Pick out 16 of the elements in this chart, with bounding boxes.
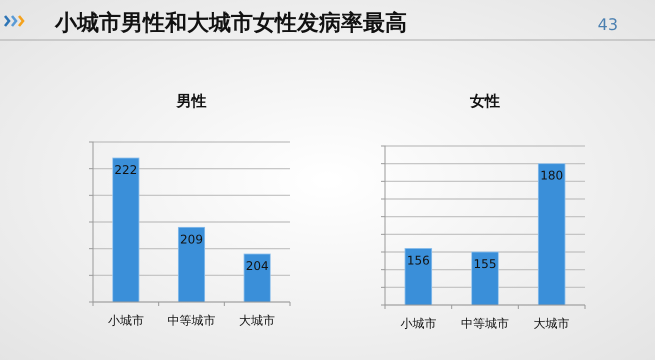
- text: 43: [598, 15, 618, 34]
- x-tick-label: 中等城市: [168, 314, 216, 328]
- data-label: 222: [114, 163, 138, 177]
- data-label: 156: [406, 253, 430, 268]
- x-tick-label: 小城市: [108, 314, 144, 328]
- data-label: 204: [246, 259, 269, 273]
- x-tick-label: 大城市: [534, 316, 570, 331]
- chart-title: 女性: [469, 92, 500, 110]
- x-tick-label: 大城市: [239, 314, 276, 328]
- data-label: 155: [474, 257, 496, 271]
- x-tick-label: 小城市: [400, 316, 436, 331]
- text: 小城市男性和大城市女性发病率最高: [54, 10, 407, 36]
- data-label: 209: [180, 232, 203, 246]
- x-tick-label: 中等城市: [461, 316, 509, 331]
- chart-title: 男性: [176, 92, 206, 110]
- data-label: 180: [540, 168, 564, 183]
